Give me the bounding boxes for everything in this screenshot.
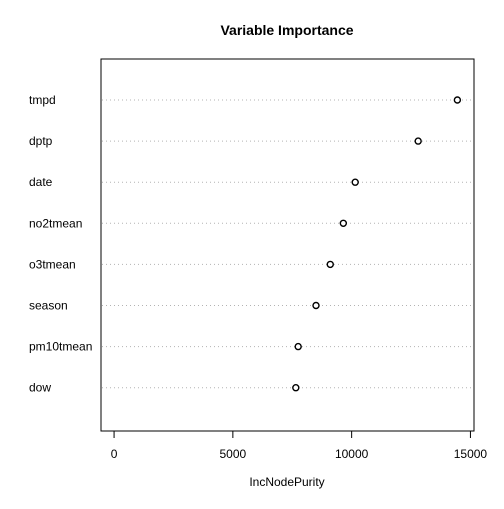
category-label-no2tmean: no2tmean <box>29 216 82 230</box>
data-points <box>292 96 462 392</box>
category-label-season: season <box>29 299 68 313</box>
category-label-date: date <box>29 175 53 189</box>
data-point-no2tmean <box>339 219 348 228</box>
chart-title: Variable Importance <box>220 22 353 38</box>
data-point-o3tmean <box>326 260 334 269</box>
category-label-tmpd: tmpd <box>29 93 56 107</box>
x-tick-label-10000: 10000 <box>335 447 369 461</box>
plot-frame <box>100 58 475 432</box>
x-tick-label-5000: 5000 <box>220 447 247 461</box>
category-label-dow: dow <box>29 381 51 395</box>
data-point-season <box>312 301 320 310</box>
data-point-dptp <box>414 137 422 145</box>
x-axis: 0 5000 10000 15000 <box>111 430 488 461</box>
data-point-pm10tmean <box>294 342 302 351</box>
data-point-date <box>351 178 359 186</box>
category-label-o3tmean: o3tmean <box>29 257 76 271</box>
x-axis-label: IncNodePurity <box>249 475 324 489</box>
category-labels: tmpd dptp date no2tmean o3tmean season pm10tme… <box>29 93 92 395</box>
x-tick-label-0: 0 <box>111 447 118 461</box>
x-tick-label-15000: 15000 <box>454 447 488 461</box>
category-label-dptp: dptp <box>29 134 53 148</box>
data-point-tmpd <box>453 96 462 104</box>
data-point-dow <box>292 384 300 392</box>
category-label-pm10tmean: pm10tmean <box>29 340 92 354</box>
